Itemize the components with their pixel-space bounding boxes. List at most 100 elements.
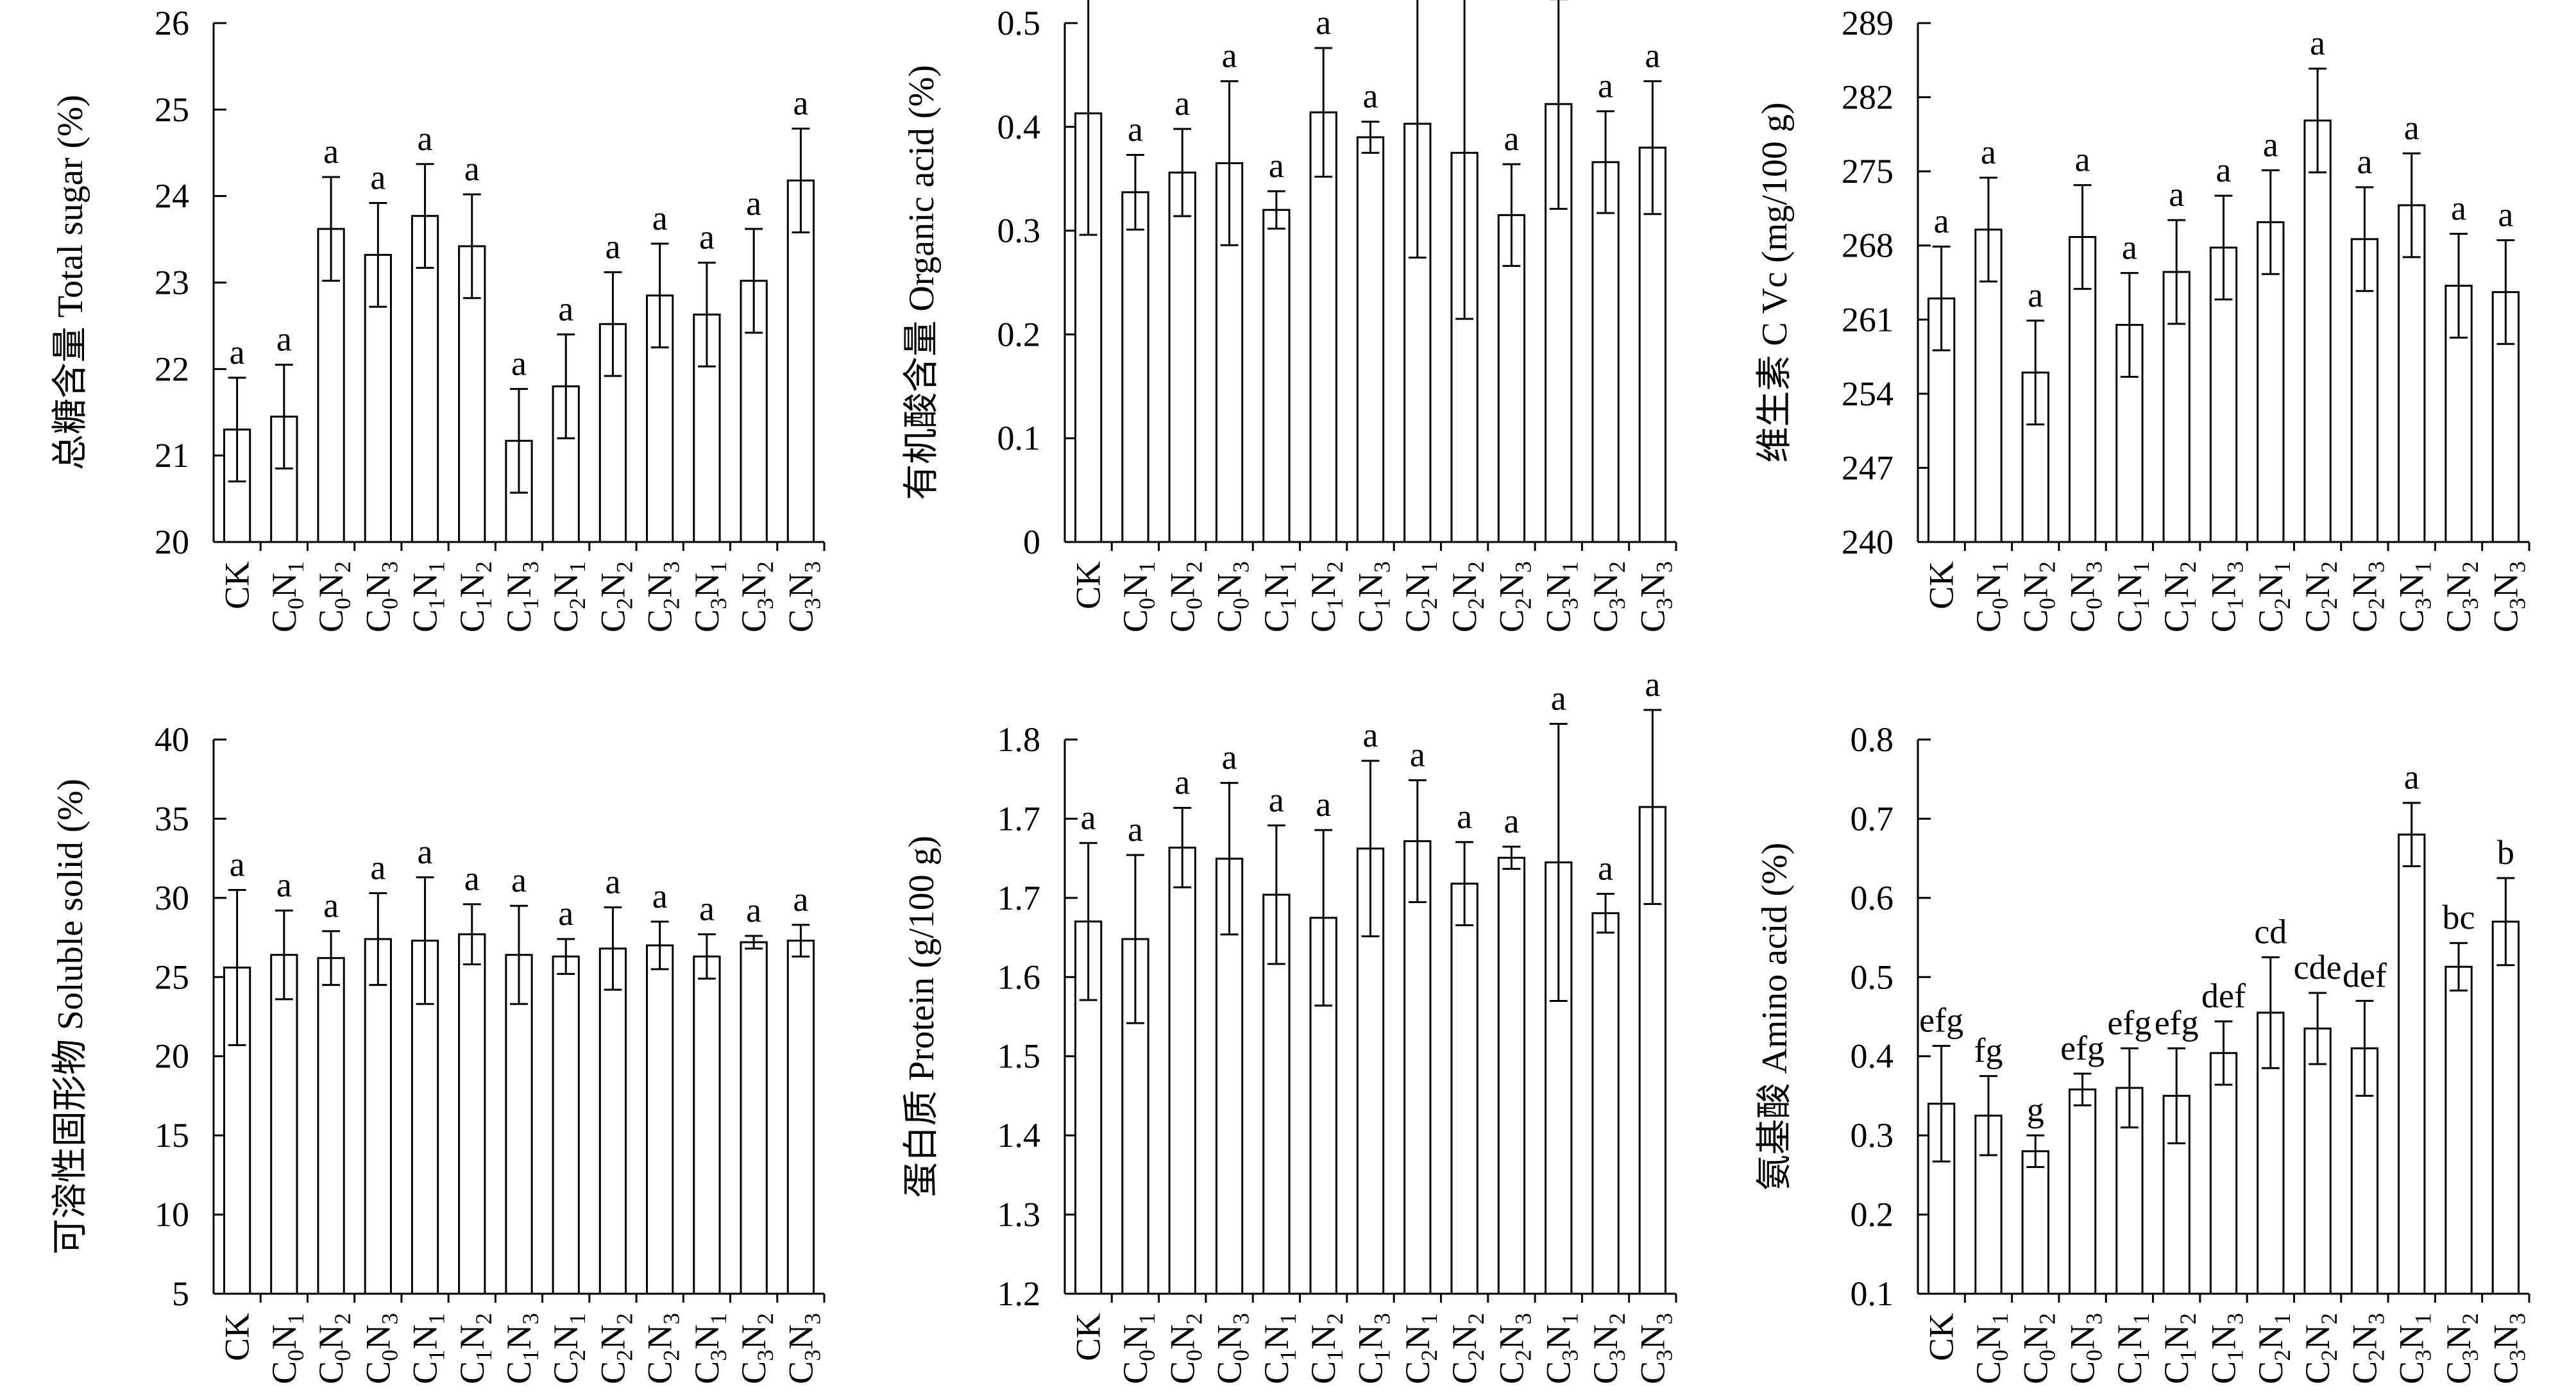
bar-group: a bbox=[317, 132, 345, 543]
bar-group: a bbox=[2021, 276, 2049, 543]
chart-panel-4: 5 10 15 20 25 30 35 40 可溶性固形物 Soluble solid (%) a… bbox=[51, 720, 826, 1384]
x-tick-label: C3N1 bbox=[1539, 561, 1583, 632]
y-tick-label: 268 bbox=[1842, 226, 1894, 265]
y-tick-label: 1.4 bbox=[997, 1116, 1041, 1155]
bar-group: a bbox=[2068, 140, 2097, 543]
y-tick-label: 22 bbox=[155, 350, 189, 388]
bar-group: a bbox=[598, 227, 627, 543]
x-tick-label: C3N1 bbox=[2393, 1313, 2436, 1384]
x-tick-label: C0N2 bbox=[1163, 1313, 1207, 1384]
significance-letter: a bbox=[1363, 77, 1378, 115]
bar-group: a bbox=[270, 320, 298, 543]
significance-letter: cde bbox=[2294, 948, 2342, 986]
bar-group: a bbox=[364, 158, 392, 543]
significance-letter: a bbox=[793, 83, 808, 122]
bar bbox=[458, 933, 486, 1295]
y-tick-label: 1.7 bbox=[997, 879, 1041, 917]
y-tick-label: 0.5 bbox=[997, 4, 1041, 42]
x-tick-label: C3N2 bbox=[1586, 1313, 1630, 1384]
significance-letter: efg bbox=[2107, 1003, 2151, 1042]
x-tick-label: CK bbox=[218, 561, 257, 609]
bar-group: a bbox=[2303, 24, 2332, 543]
x-tick-label: C1N3 bbox=[2205, 561, 2248, 632]
x-tick-label: C2N3 bbox=[2345, 561, 2389, 632]
x-tick-label: CK bbox=[218, 1313, 257, 1361]
x-tick-label: C1N2 bbox=[2157, 1313, 2201, 1384]
x-tick-label: C0N3 bbox=[2063, 1313, 2107, 1384]
x-tick-label: C2N3 bbox=[641, 1313, 684, 1384]
significance-letter: a bbox=[2451, 189, 2466, 228]
x-tick-label: C2N1 bbox=[547, 561, 590, 632]
y-tick-label: 0.4 bbox=[997, 108, 1041, 146]
x-tick-label: C2N3 bbox=[2345, 1313, 2389, 1384]
x-tick-label: C2N3 bbox=[641, 561, 684, 632]
y-tick-label: 1.7 bbox=[997, 799, 1041, 838]
x-tick-label: C1N1 bbox=[1257, 561, 1301, 632]
significance-letter: def bbox=[2343, 956, 2387, 994]
significance-letter: a bbox=[558, 289, 573, 328]
significance-letter: a bbox=[2310, 24, 2325, 62]
x-tick-label: C3N3 bbox=[781, 1313, 825, 1384]
x-tick-label: C1N1 bbox=[406, 561, 450, 632]
bar-group: a bbox=[740, 891, 768, 1295]
significance-letter: a bbox=[370, 158, 386, 196]
bar-group: a bbox=[693, 217, 721, 543]
x-tick-label: C3N3 bbox=[781, 561, 825, 632]
bar-group: a bbox=[1309, 3, 1337, 543]
significance-letter: a bbox=[558, 894, 573, 933]
x-tick-label: C1N3 bbox=[1352, 561, 1395, 632]
bar-group: a bbox=[458, 149, 486, 543]
bar-group: a bbox=[1121, 110, 1149, 543]
bar-group: a bbox=[2398, 758, 2426, 1295]
bar bbox=[1497, 214, 1526, 543]
bar-group: a bbox=[1356, 77, 1385, 543]
bar bbox=[317, 957, 345, 1295]
significance-letter: a bbox=[1645, 37, 1660, 75]
bar bbox=[740, 941, 768, 1295]
significance-letter: a bbox=[276, 866, 292, 904]
significance-letter: a bbox=[323, 132, 339, 171]
x-tick-label: C3N2 bbox=[1586, 561, 1630, 632]
x-tick-label: C2N2 bbox=[1445, 561, 1489, 632]
bar-group: a bbox=[2491, 195, 2520, 543]
bar-group: a bbox=[505, 344, 533, 543]
bar-group: a bbox=[693, 890, 721, 1295]
x-tick-label: C1N1 bbox=[406, 1313, 450, 1384]
bar-group: a bbox=[411, 119, 439, 543]
significance-letter: efg bbox=[2060, 1029, 2105, 1067]
x-tick-label: C1N1 bbox=[2110, 1313, 2154, 1384]
bar-group: a bbox=[1403, 735, 1432, 1295]
significance-letter: a bbox=[1457, 797, 1472, 836]
bar-group: cd bbox=[2254, 912, 2287, 1295]
y-tick-label: 1.2 bbox=[997, 1274, 1041, 1313]
x-tick-label: C1N2 bbox=[1304, 561, 1348, 632]
x-tick-label: C3N2 bbox=[2439, 561, 2483, 632]
bar bbox=[1497, 856, 1526, 1295]
x-tick-label: C0N1 bbox=[1116, 1313, 1160, 1384]
bar bbox=[270, 954, 298, 1295]
bar-group: a bbox=[458, 859, 486, 1295]
bar-group: a bbox=[411, 833, 439, 1295]
y-tick-label: 5 bbox=[172, 1274, 189, 1313]
x-tick-label: C3N2 bbox=[2439, 1313, 2483, 1384]
bar-group: efg bbox=[2060, 1029, 2105, 1295]
y-axis-title: 总糖含量 Total sugar (%) bbox=[51, 95, 90, 471]
significance-letter: g bbox=[2027, 1090, 2044, 1129]
bar bbox=[1168, 171, 1196, 543]
bar-group: a bbox=[646, 877, 674, 1295]
significance-letter: a bbox=[2169, 175, 2184, 214]
bar-group: a bbox=[1638, 37, 1667, 543]
x-tick-label: C3N1 bbox=[1539, 1313, 1583, 1384]
significance-letter: a bbox=[1598, 67, 1613, 105]
significance-letter: a bbox=[1174, 763, 1190, 802]
x-tick-label: C1N2 bbox=[2157, 561, 2201, 632]
significance-letter: b bbox=[2497, 833, 2514, 872]
x-tick-label: C3N3 bbox=[1633, 1313, 1677, 1384]
significance-letter: a bbox=[464, 859, 480, 898]
bar bbox=[364, 938, 392, 1295]
bar-group: a bbox=[1074, 0, 1103, 543]
bar bbox=[1591, 161, 1620, 543]
significance-letter: a bbox=[464, 149, 480, 188]
y-tick-label: 0.4 bbox=[1851, 1037, 1894, 1076]
x-tick-label: C2N2 bbox=[593, 561, 637, 632]
